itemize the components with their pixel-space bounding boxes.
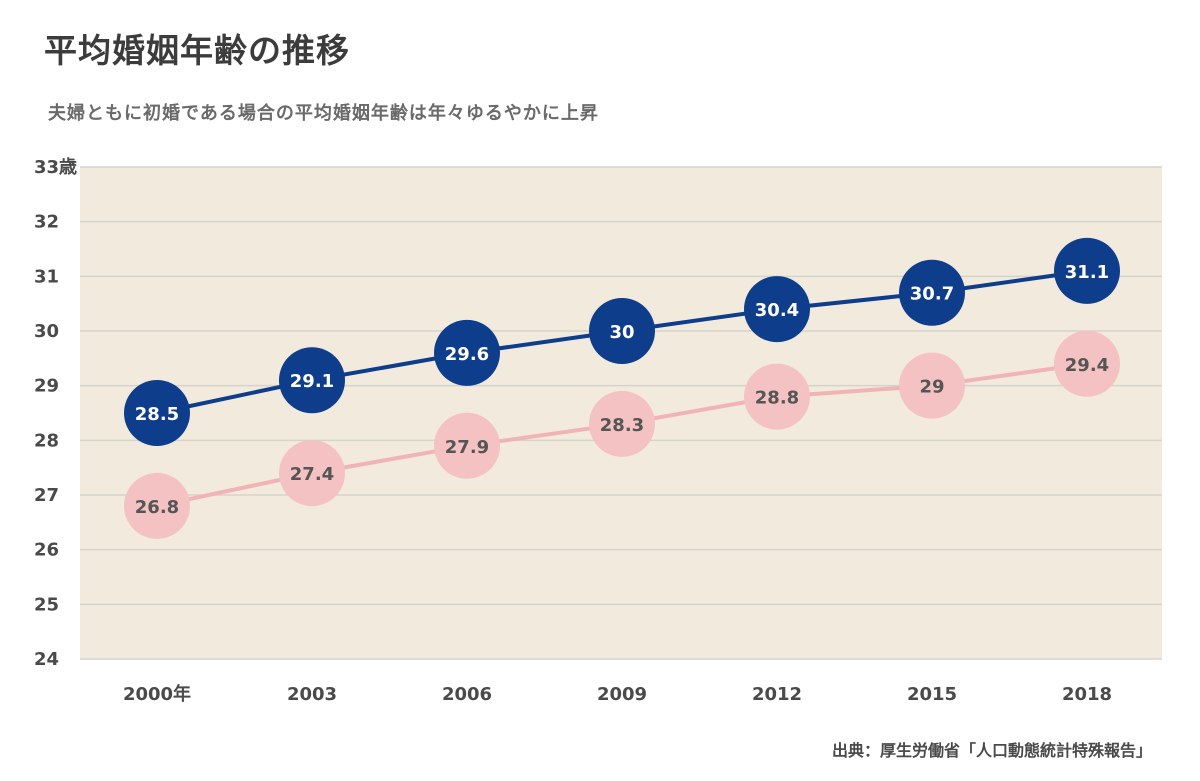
data-label-female: 29: [919, 377, 944, 398]
data-point-male: [434, 319, 500, 386]
data-label-female: 28.8: [755, 388, 799, 409]
data-point-female: [434, 412, 500, 479]
series-male: 28.5 29.1 29.6 30 30.4 30.7 31.1: [124, 237, 1120, 446]
y-axis: 24 25 26 27 28 29 30 31 32 33歳: [34, 157, 77, 670]
data-label-female: 27.9: [445, 437, 489, 458]
data-label-female: 27.4: [290, 464, 334, 485]
data-point-male: [279, 347, 345, 414]
data-point-female: [744, 363, 810, 430]
x-tick-label: 2003: [287, 684, 337, 705]
y-tick-label: 33歳: [34, 157, 77, 178]
data-label-male: 28.5: [135, 404, 179, 425]
data-point-female: [279, 440, 345, 507]
y-tick-label: 28: [34, 430, 59, 451]
y-tick-label: 25: [34, 594, 59, 615]
data-label-female: 28.3: [600, 415, 644, 436]
source-note: 出典：厚生労働省「人口動態統計特殊報告」: [831, 741, 1152, 760]
data-point-female: [1054, 330, 1120, 397]
x-tick-label: 2006: [442, 684, 492, 705]
y-tick-label: 29: [34, 376, 59, 397]
data-label-male: 31.1: [1065, 262, 1109, 283]
x-tick-label: 2000年: [123, 683, 191, 705]
data-label-male: 29.6: [445, 344, 489, 365]
y-tick-label: 30: [34, 321, 59, 342]
x-tick-label: 2009: [597, 684, 647, 705]
y-tick-label: 31: [34, 266, 59, 287]
data-label-male: 30.7: [910, 284, 954, 305]
x-tick-label: 2015: [907, 684, 957, 705]
data-point-male: [124, 380, 190, 446]
y-tick-label: 24: [34, 649, 59, 670]
data-point-male: [744, 276, 810, 343]
data-label-female: 26.8: [135, 497, 179, 518]
series-female: 26.8 27.4 27.9 28.3 28.8 29 29.4: [124, 330, 1120, 539]
x-tick-label: 2018: [1062, 684, 1112, 705]
data-label-female: 29.4: [1065, 355, 1109, 376]
data-point-female: [589, 390, 655, 457]
gridlines: [80, 166, 1162, 660]
y-tick-label: 26: [34, 540, 59, 561]
x-axis: 2000年 2003 2006 2009 2012 2015 2018: [123, 683, 1112, 705]
data-label-male: 30.4: [755, 300, 799, 321]
y-tick-label: 32: [34, 212, 59, 233]
chart-title: 平均婚姻年齢の推移: [44, 31, 350, 70]
data-point-male: [1054, 237, 1120, 304]
y-tick-label: 27: [34, 485, 59, 506]
data-point-female: [899, 352, 965, 419]
data-label-male: 29.1: [290, 371, 334, 392]
data-point-male: [899, 259, 965, 326]
chart-subtitle: 夫婦ともに初婚である場合の平均婚姻年齢は年々ゆるやかに上昇: [48, 103, 599, 124]
data-point-female: [124, 472, 190, 539]
x-tick-label: 2012: [752, 684, 802, 705]
data-point-male: [589, 298, 655, 364]
data-label-male: 30: [609, 322, 634, 343]
